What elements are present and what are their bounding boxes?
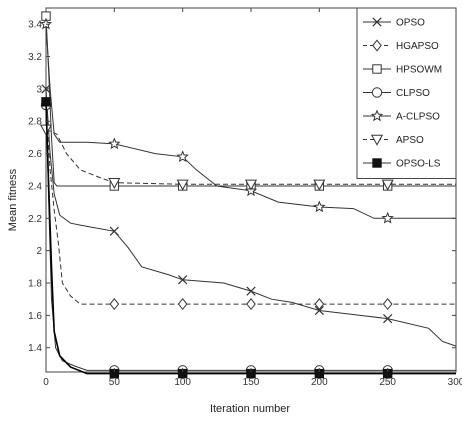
- series-point-apso: [176, 179, 189, 191]
- y-axis-label: Mean fitness: [7, 168, 19, 231]
- series-point-opso: [109, 226, 119, 236]
- series-point-hgapso: [246, 298, 256, 311]
- series-point-apso: [381, 179, 394, 191]
- y-tick-label: 3.4: [28, 20, 42, 31]
- series-point-a-clpso: [108, 137, 121, 150]
- series-point-opso: [383, 313, 393, 324]
- y-tick-label: 1.4: [28, 343, 42, 354]
- legend-label: HPSOWM: [396, 65, 442, 76]
- legend-label: OPSO-LS: [396, 159, 441, 170]
- y-tick-label: 3.2: [28, 52, 42, 63]
- x-tick-label: 50: [109, 377, 121, 388]
- legend-label: OPSO: [396, 18, 425, 29]
- legend-marker: [372, 17, 382, 27]
- series-point-hgapso: [109, 298, 120, 311]
- series-point-opso: [246, 286, 256, 296]
- series-line-hgapso: [45, 105, 456, 305]
- legend: OPSO HGAPSO HPSOWM CLPSO A-CLPSO APSO OPSO-LS: [356, 7, 457, 179]
- series-point-a-clpso: [313, 200, 326, 213]
- legend-label: HGAPSO: [396, 41, 439, 52]
- legend-label: APSO: [396, 135, 424, 146]
- legend-marker: [372, 39, 382, 52]
- legend-marker: [372, 64, 382, 74]
- x-axis: 0 50 100 150 200 250 300: [43, 8, 462, 388]
- y-tick-label: 2.8: [28, 117, 42, 128]
- x-tick-label: 200: [311, 377, 328, 388]
- x-tick-label: 0: [43, 377, 49, 388]
- series-point-hgapso: [382, 298, 393, 311]
- y-tick-label: 3: [36, 84, 42, 95]
- legend-marker: [370, 134, 384, 146]
- legend-label: CLPSO: [396, 88, 430, 99]
- y-tick-label: 1.6: [28, 311, 42, 322]
- x-tick-label: 100: [174, 377, 191, 388]
- series-line-a-clpso: [45, 24, 456, 219]
- y-tick-label: 2.2: [28, 214, 42, 225]
- x-tick-label: 300: [448, 377, 462, 388]
- series-point-opso-ls: [41, 97, 51, 107]
- series-point-hgapso: [314, 298, 325, 311]
- y-tick-label: 1.8: [28, 279, 42, 290]
- series-point-opso: [178, 275, 188, 285]
- series-point-apso: [313, 179, 326, 191]
- legend-marker: [372, 158, 382, 168]
- series-point-opso: [314, 305, 324, 316]
- series-point-apso: [108, 178, 121, 189]
- legend-marker: [371, 87, 383, 98]
- series-point-a-clpso: [176, 150, 189, 163]
- x-axis-label: Iteration number: [210, 403, 290, 415]
- legend-label: A-CLPSO: [396, 112, 440, 123]
- series-point-apso: [244, 179, 258, 191]
- legend-marker: [370, 109, 384, 122]
- series-point-a-clpso: [381, 211, 394, 224]
- series-point-hgapso: [177, 298, 188, 311]
- x-tick-label: 250: [379, 377, 396, 388]
- y-tick-label: 2: [36, 246, 42, 257]
- y-tick-label: 2.4: [28, 181, 42, 192]
- x-tick-label: 150: [243, 377, 260, 388]
- y-tick-label: 2.6: [28, 149, 42, 160]
